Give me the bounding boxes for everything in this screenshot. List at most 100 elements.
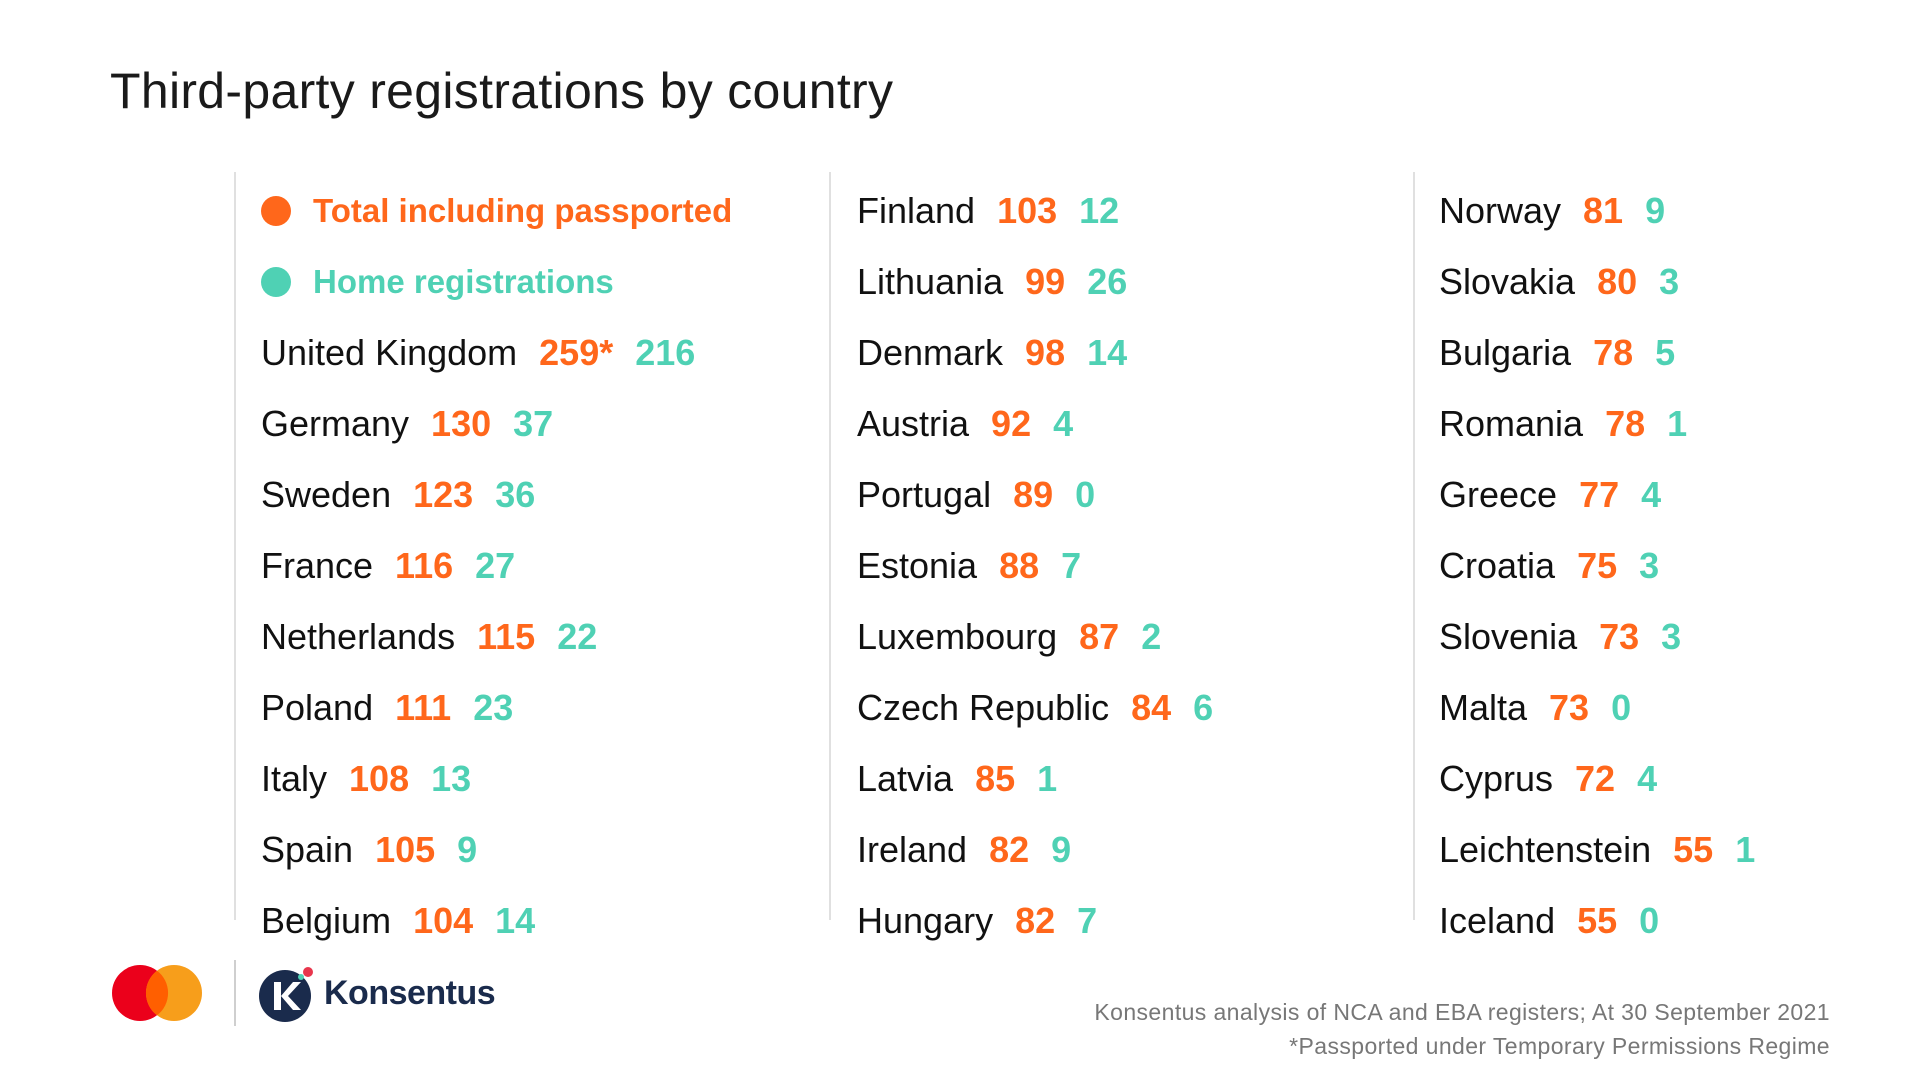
total-registrations-value: 80 (1597, 260, 1638, 302)
country-name: Finland (857, 189, 976, 231)
country-column-2: Finland 103 12 Lithuania 99 26 Denmark 98 14 Aust… (857, 175, 1213, 956)
country-name: Croatia (1439, 544, 1556, 586)
country-name: Malta (1439, 686, 1528, 728)
total-registrations-value: 115 (477, 615, 536, 657)
home-registrations-value: 22 (557, 615, 598, 657)
country-name: Poland (261, 686, 374, 728)
country-name: Spain (261, 828, 354, 870)
home-registrations-value: 1 (1037, 757, 1058, 799)
total-registrations-value: 87 (1079, 615, 1120, 657)
country-row: Iceland 55 0 (1439, 885, 1755, 956)
country-name: Austria (857, 402, 970, 444)
country-row: Finland 103 12 (857, 175, 1213, 246)
total-registrations-value: 55 (1673, 828, 1714, 870)
home-registrations-value: 4 (1637, 757, 1658, 799)
country-row: Cyprus 72 4 (1439, 743, 1755, 814)
total-registrations-value: 73 (1599, 615, 1640, 657)
country-name: Slovenia (1439, 615, 1578, 657)
total-registrations-value: 108 (349, 757, 410, 799)
total-registrations-value: 99 (1025, 260, 1066, 302)
country-name: France (261, 544, 374, 586)
total-registrations-value: 116 (395, 544, 454, 586)
column-divider-1 (234, 172, 236, 920)
country-name: Iceland (1439, 899, 1556, 941)
home-registrations-value: 7 (1077, 899, 1098, 941)
home-registrations-value: 3 (1639, 544, 1660, 586)
country-name: Hungary (857, 899, 994, 941)
home-registrations-value: 3 (1659, 260, 1680, 302)
legend-label-total: Total including passported (313, 191, 733, 229)
total-registrations-value: 123 (413, 473, 474, 515)
konsentus-k-icon (259, 967, 313, 1022)
column-divider-3 (1413, 172, 1415, 920)
logo-separator (234, 960, 236, 1026)
home-registrations-value: 7 (1061, 544, 1082, 586)
country-row: Norway 81 9 (1439, 175, 1755, 246)
country-name: Cyprus (1439, 757, 1554, 799)
home-registrations-value: 216 (635, 331, 696, 373)
home-registrations-value: 2 (1141, 615, 1162, 657)
home-registrations-value: 13 (431, 757, 472, 799)
home-registrations-value: 4 (1053, 402, 1074, 444)
home-registrations-value: 5 (1655, 331, 1676, 373)
country-row: Italy 108 13 (261, 743, 732, 814)
legend-label-home: Home registrations (313, 262, 614, 300)
country-row: Croatia 75 3 (1439, 530, 1755, 601)
total-registrations-value: 92 (991, 402, 1032, 444)
country-row: France 116 27 (261, 530, 732, 601)
total-registrations-value: 98 (1025, 331, 1066, 373)
home-registrations-value: 9 (457, 828, 478, 870)
konsentus-wordmark: Konsentus (324, 974, 496, 1012)
country-name: Luxembourg (857, 615, 1058, 657)
country-row: Greece 77 4 (1439, 459, 1755, 530)
total-registrations-value: 104 (413, 899, 474, 941)
home-registrations-value: 6 (1193, 686, 1214, 728)
country-row: Belgium 104 14 (261, 885, 732, 956)
home-registrations-value: 14 (1087, 331, 1128, 373)
source-line: Konsentus analysis of NCA and EBA regist… (1094, 999, 1830, 1025)
country-row: Estonia 88 7 (857, 530, 1213, 601)
country-row: Slovenia 73 3 (1439, 601, 1755, 672)
country-row: Romania 78 1 (1439, 388, 1755, 459)
home-registrations-value: 4 (1641, 473, 1662, 515)
country-row: Austria 92 4 (857, 388, 1213, 459)
country-name: Belgium (261, 899, 392, 941)
country-row: Bulgaria 78 5 (1439, 317, 1755, 388)
total-registrations-value: 55 (1577, 899, 1618, 941)
country-name: Slovakia (1439, 260, 1576, 302)
country-name: Ireland (857, 828, 968, 870)
country-name: Lithuania (857, 260, 1004, 302)
home-registrations-value: 3 (1661, 615, 1682, 657)
country-row: Lithuania 99 26 (857, 246, 1213, 317)
country-name: Norway (1439, 189, 1562, 231)
legend-dot-total (261, 195, 291, 226)
home-registrations-value: 36 (495, 473, 536, 515)
country-name: Denmark (857, 331, 1004, 373)
country-row: Poland 111 23 (261, 672, 732, 743)
home-registrations-value: 1 (1735, 828, 1756, 870)
country-row: United Kingdom 259* 216 (261, 317, 732, 388)
chart-title: Third-party registrations by country (110, 63, 894, 119)
country-row: Germany 130 37 (261, 388, 732, 459)
country-row: Malta 73 0 (1439, 672, 1755, 743)
country-row: Czech Republic 84 6 (857, 672, 1213, 743)
country-name: Netherlands (261, 615, 456, 657)
total-registrations-value: 103 (997, 189, 1058, 231)
total-registrations-value: 82 (989, 828, 1030, 870)
legend-item-total: Total including passported (261, 175, 732, 246)
footnote-line: *Passported under Temporary Permissions … (1289, 1033, 1830, 1059)
country-name: Sweden (261, 473, 392, 515)
mastercard-logo (112, 965, 202, 1021)
country-name: Bulgaria (1439, 331, 1572, 373)
total-registrations-value: 85 (975, 757, 1016, 799)
legend-item-home: Home registrations (261, 246, 732, 317)
home-registrations-value: 0 (1611, 686, 1632, 728)
total-registrations-value: 75 (1577, 544, 1618, 586)
home-registrations-value: 1 (1667, 402, 1688, 444)
total-registrations-value: 73 (1549, 686, 1590, 728)
home-registrations-value: 0 (1075, 473, 1096, 515)
home-registrations-value: 9 (1645, 189, 1666, 231)
country-name: Leichtenstein (1439, 828, 1652, 870)
total-registrations-value: 111 (395, 686, 452, 728)
country-row: Leichtenstein 55 1 (1439, 814, 1755, 885)
